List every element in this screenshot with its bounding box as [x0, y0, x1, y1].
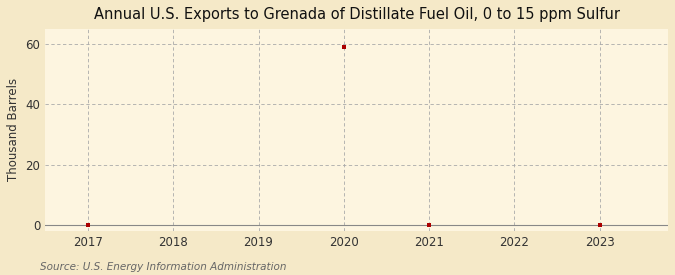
Title: Annual U.S. Exports to Grenada of Distillate Fuel Oil, 0 to 15 ppm Sulfur: Annual U.S. Exports to Grenada of Distil…: [94, 7, 620, 22]
Y-axis label: Thousand Barrels: Thousand Barrels: [7, 78, 20, 182]
Text: Source: U.S. Energy Information Administration: Source: U.S. Energy Information Administ…: [40, 262, 287, 272]
